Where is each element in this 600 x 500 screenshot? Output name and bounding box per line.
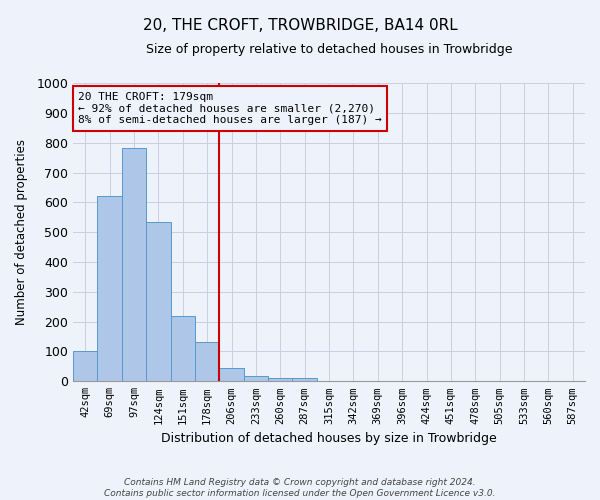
Bar [97,196,122,382]
Bar [122,148,146,382]
Bar [170,316,195,382]
Bar [244,376,268,382]
Bar [268,378,292,382]
Y-axis label: Number of detached properties: Number of detached properties [15,139,28,325]
Bar [73,350,97,382]
Text: 20, THE CROFT, TROWBRIDGE, BA14 0RL: 20, THE CROFT, TROWBRIDGE, BA14 0RL [143,18,457,32]
X-axis label: Distribution of detached houses by size in Trowbridge: Distribution of detached houses by size … [161,432,497,445]
Bar [220,368,244,382]
Title: Size of property relative to detached houses in Trowbridge: Size of property relative to detached ho… [146,42,512,56]
Text: Contains HM Land Registry data © Crown copyright and database right 2024.
Contai: Contains HM Land Registry data © Crown c… [104,478,496,498]
Text: 20 THE CROFT: 179sqm
← 92% of detached houses are smaller (2,270)
8% of semi-det: 20 THE CROFT: 179sqm ← 92% of detached h… [78,92,382,125]
Bar [146,222,170,382]
Bar [195,342,220,382]
Bar [292,378,317,382]
